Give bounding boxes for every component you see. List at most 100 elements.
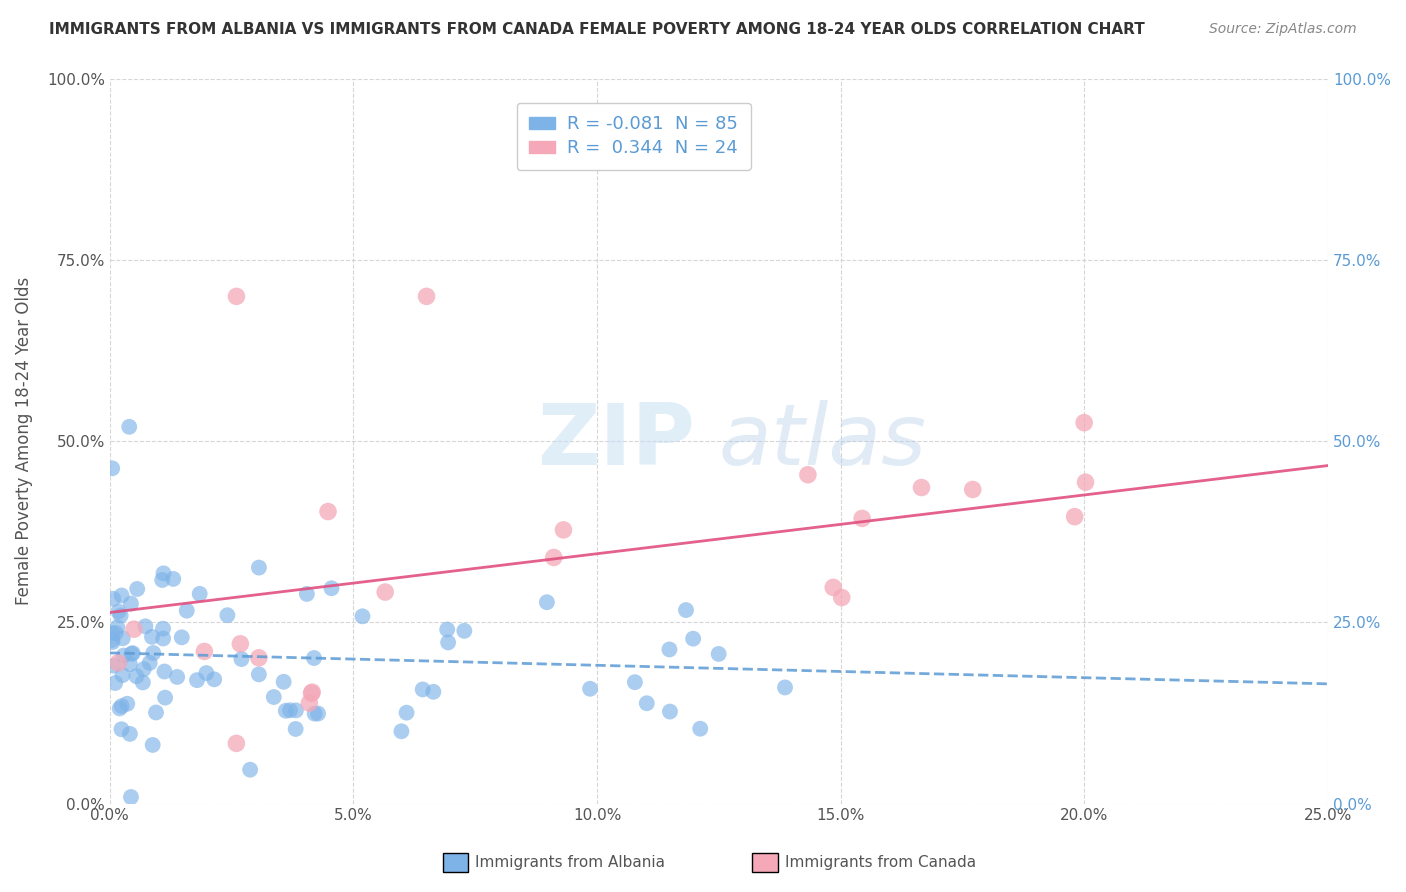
Point: [104, 626, 127, 640]
Text: Source: ZipAtlas.com: Source: ZipAtlas.com: [1209, 22, 1357, 37]
Point: [120, 597, 142, 611]
Point: [111, 668, 134, 682]
Point: [395, 706, 418, 720]
Point: [153, 665, 176, 679]
Point: [117, 697, 139, 711]
Point: [273, 674, 295, 689]
Point: [284, 703, 307, 717]
Point: [298, 696, 321, 710]
Point: [229, 637, 252, 651]
Point: [118, 657, 141, 672]
Point: [553, 523, 575, 537]
Point: [415, 289, 437, 303]
Legend: R = -0.081  N = 85, R =  0.344  N = 24: R = -0.081 N = 85, R = 0.344 N = 24: [516, 103, 751, 170]
Point: [773, 681, 796, 695]
Point: [302, 651, 325, 665]
Point: [263, 690, 285, 704]
Point: [797, 467, 820, 482]
Text: IMMIGRANTS FROM ALBANIA VS IMMIGRANTS FROM CANADA FEMALE POVERTY AMONG 18-24 YEA: IMMIGRANTS FROM ALBANIA VS IMMIGRANTS FR…: [49, 22, 1144, 37]
Point: [374, 585, 396, 599]
Text: atlas: atlas: [718, 400, 927, 483]
Point: [110, 608, 132, 623]
Point: [142, 646, 165, 660]
Point: [111, 632, 134, 646]
Point: [579, 681, 602, 696]
Point: [295, 587, 318, 601]
Point: [118, 727, 141, 741]
Point: [122, 622, 145, 636]
Point: [120, 790, 142, 805]
Point: [1073, 416, 1095, 430]
Point: [186, 673, 208, 687]
Point: [110, 589, 132, 603]
Point: [962, 483, 984, 497]
Point: [152, 622, 174, 636]
Point: [910, 481, 932, 495]
Point: [307, 706, 329, 721]
Point: [437, 635, 460, 649]
Point: [112, 648, 135, 663]
Point: [202, 673, 225, 687]
Point: [624, 675, 647, 690]
Point: [170, 631, 193, 645]
Point: [152, 632, 174, 646]
Point: [121, 646, 143, 660]
Point: [118, 419, 141, 434]
Point: [707, 647, 730, 661]
Point: [142, 738, 165, 752]
Point: [153, 690, 176, 705]
Point: [352, 609, 374, 624]
Point: [304, 706, 326, 721]
Point: [658, 642, 681, 657]
Point: [231, 652, 253, 666]
Point: [321, 581, 343, 595]
Point: [284, 722, 307, 736]
Point: [217, 608, 239, 623]
Point: [134, 619, 156, 633]
Point: [138, 656, 160, 670]
Text: Immigrants from Albania: Immigrants from Albania: [475, 855, 665, 870]
Point: [247, 667, 270, 681]
Point: [101, 635, 124, 649]
Point: [823, 581, 845, 595]
Point: [278, 703, 301, 717]
Point: [422, 685, 444, 699]
Point: [636, 696, 658, 710]
Point: [188, 587, 211, 601]
Point: [675, 603, 697, 617]
Point: [132, 662, 155, 676]
Point: [111, 699, 134, 714]
Point: [391, 724, 413, 739]
Point: [412, 682, 434, 697]
Point: [851, 511, 873, 525]
Point: [658, 705, 681, 719]
Point: [682, 632, 704, 646]
Point: [225, 289, 247, 303]
Point: [689, 722, 711, 736]
Point: [104, 676, 127, 690]
Point: [150, 573, 173, 587]
Text: ZIP: ZIP: [537, 400, 695, 483]
Point: [107, 605, 129, 619]
Point: [831, 591, 853, 605]
Point: [195, 666, 218, 681]
Point: [239, 763, 262, 777]
Point: [101, 461, 124, 475]
Point: [162, 572, 184, 586]
Point: [1074, 475, 1097, 490]
Point: [110, 723, 132, 737]
Point: [436, 623, 458, 637]
Point: [247, 560, 270, 574]
Point: [316, 504, 339, 518]
Text: Immigrants from Canada: Immigrants from Canada: [785, 855, 976, 870]
Y-axis label: Female Poverty Among 18-24 Year Olds: Female Poverty Among 18-24 Year Olds: [15, 277, 32, 606]
Point: [536, 595, 558, 609]
Point: [193, 644, 215, 658]
Point: [108, 701, 131, 715]
Point: [127, 582, 149, 596]
Point: [166, 670, 188, 684]
Point: [543, 550, 565, 565]
Point: [125, 669, 148, 683]
Point: [103, 591, 125, 606]
Point: [247, 650, 270, 665]
